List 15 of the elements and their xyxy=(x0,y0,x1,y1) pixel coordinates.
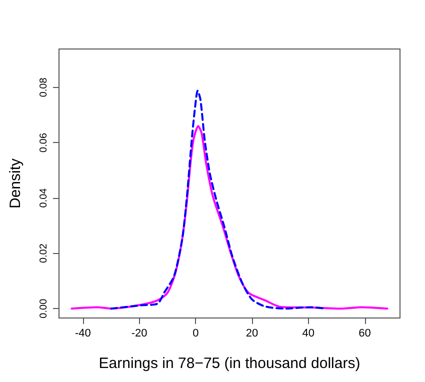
y-axis-title: Density xyxy=(7,158,24,209)
y-tick-label: 0.08 xyxy=(38,77,50,98)
line-series xyxy=(70,125,388,310)
x-tick-label: -20 xyxy=(131,328,148,340)
y-tick-label: 0.00 xyxy=(38,298,50,318)
x-tick-label: 20 xyxy=(246,328,258,340)
y-tick-label: 0.04 xyxy=(38,188,50,208)
y-tick-label: 0.02 xyxy=(38,243,50,264)
x-axis-title: Earnings in 78−75 (in thousand dollars) xyxy=(98,355,360,372)
x-tick-label: 40 xyxy=(302,328,315,340)
x-tick-label: 0 xyxy=(192,328,199,340)
x-tick-label: -40 xyxy=(75,328,91,340)
y-tick-label: 0.06 xyxy=(38,132,50,152)
line-series xyxy=(110,90,326,310)
x-tick-label: 60 xyxy=(358,328,371,340)
